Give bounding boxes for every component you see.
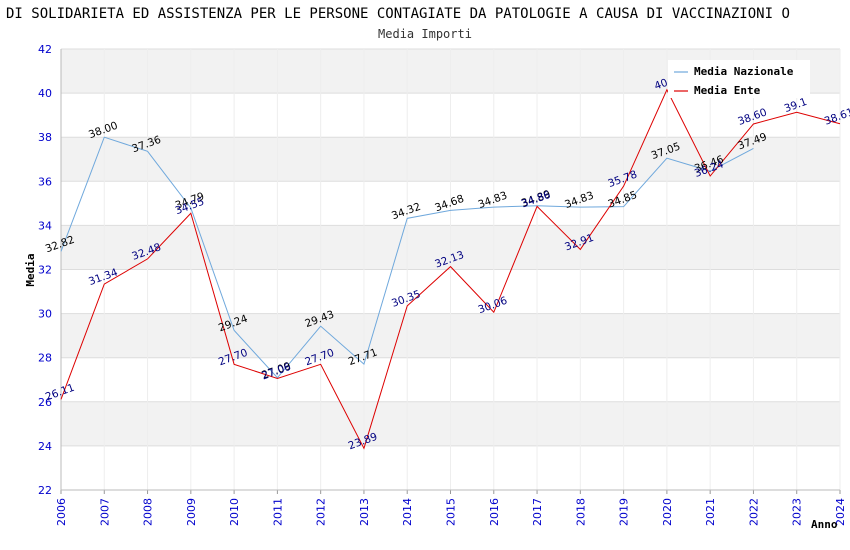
x-tick-label: 2009 — [185, 498, 198, 526]
y-tick-label: 32 — [38, 264, 52, 277]
x-tick-label: 2007 — [98, 498, 111, 526]
y-tick-label: 34 — [38, 219, 52, 232]
y-tick-label: 28 — [38, 352, 52, 365]
data-label-media-nazionale: 34.32 — [390, 201, 422, 223]
data-label-media-ente: 30.06 — [477, 295, 510, 317]
x-tick-label: 2014 — [401, 498, 414, 526]
grid-lines — [60, 48, 841, 491]
legend: Media Nazionale Media Ente — [668, 60, 810, 98]
series-line-media-nazionale — [60, 136, 754, 379]
y-tick-label: 26 — [38, 396, 52, 409]
x-axis-label: Anno — [811, 518, 838, 531]
series-lines — [60, 88, 841, 450]
x-tick-label: 2010 — [228, 498, 241, 526]
y-tick-label: 40 — [38, 87, 52, 100]
y-tick-labels: 22 24 26 28 30 32 34 36 38 40 42 — [38, 43, 52, 497]
x-tick-label: 2020 — [661, 498, 674, 526]
legend-box — [668, 60, 810, 98]
data-label-media-ente: 30.35 — [390, 288, 422, 310]
x-tick-label: 2022 — [747, 498, 760, 526]
data-label-media-ente: 38.61 — [823, 106, 850, 128]
x-tick-label: 2008 — [142, 498, 155, 526]
y-tick-label: 22 — [38, 484, 52, 497]
x-tick-labels: 2006 2007 2008 2009 2010 2011 2012 2013 2014 2015… — [55, 498, 847, 526]
y-tick-label: 42 — [38, 43, 52, 56]
data-label-media-nazionale: 34.68 — [433, 193, 465, 215]
x-tick-label: 2023 — [791, 498, 804, 526]
chart-title: DI SOLIDARIETA ED ASSISTENZA PER LE PERS… — [6, 6, 790, 22]
x-tick-label: 2012 — [315, 498, 328, 526]
x-tick-label: 2016 — [488, 498, 501, 526]
axes — [60, 49, 841, 494]
x-tick-label: 2017 — [531, 498, 544, 526]
x-tick-label: 2019 — [618, 498, 631, 526]
x-tick-label: 2021 — [704, 498, 717, 526]
data-label-media-nazionale: 34.85 — [606, 189, 638, 211]
legend-label-media-nazionale: Media Nazionale — [694, 65, 794, 78]
y-tick-label: 30 — [38, 308, 52, 321]
x-tick-label: 2015 — [445, 498, 458, 526]
legend-label-media-ente: Media Ente — [694, 84, 761, 97]
x-tick-label: 2024 — [834, 498, 847, 526]
y-tick-label: 36 — [38, 175, 52, 188]
data-label-media-ente: 26.11 — [44, 382, 76, 404]
x-tick-label: 2006 — [55, 498, 68, 526]
y-tick-label: 38 — [38, 131, 52, 144]
data-label-media-nazionale: 34.83 — [563, 190, 595, 212]
data-label-media-nazionale: 34.83 — [477, 190, 509, 212]
chart-subtitle: Media Importi — [378, 27, 472, 41]
y-axis-label: Media — [24, 253, 37, 286]
series-line-media-ente — [60, 88, 841, 450]
x-tick-label: 2018 — [574, 498, 587, 526]
y-tick-label: 24 — [38, 440, 52, 453]
x-tick-label: 2011 — [271, 498, 284, 526]
x-tick-label: 2013 — [358, 498, 371, 526]
